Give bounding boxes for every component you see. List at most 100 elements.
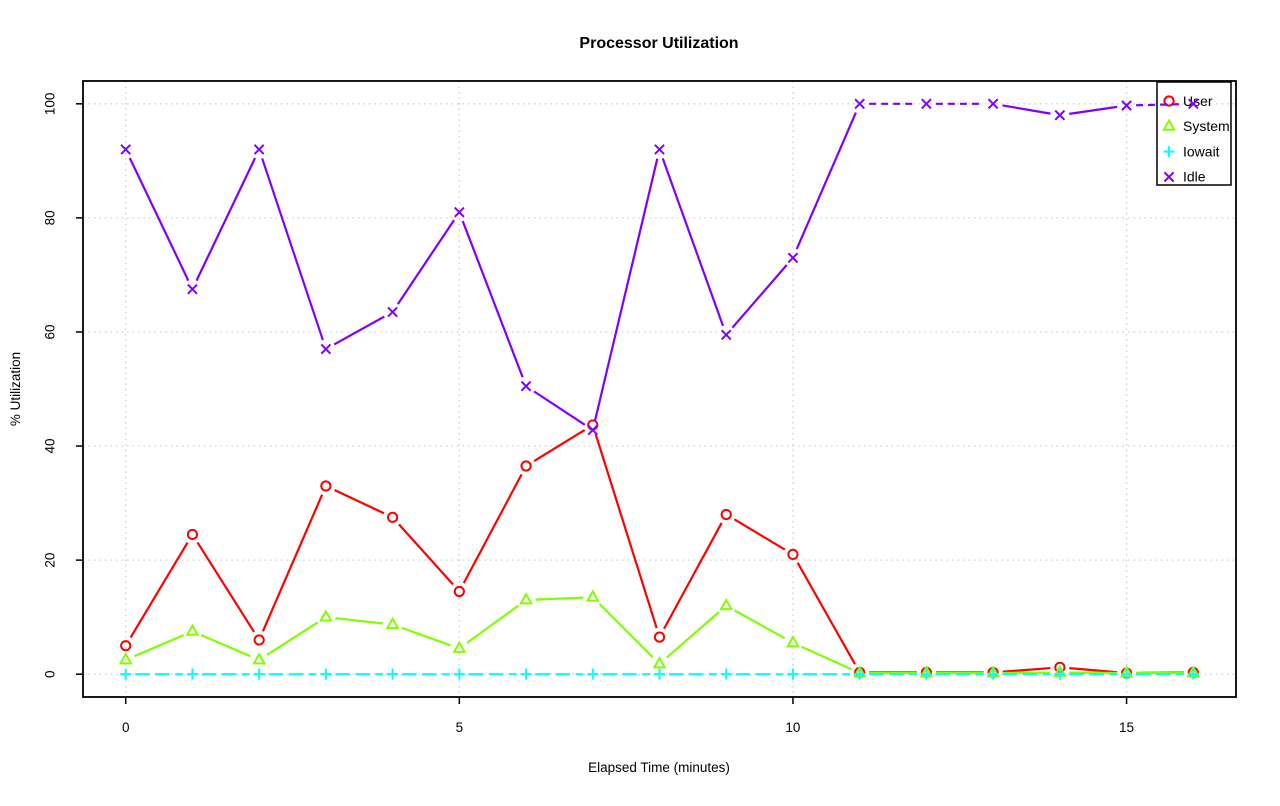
idle-line-segment [197, 158, 256, 281]
idle-line-segment [130, 158, 189, 281]
legend-label-iowait: Iowait [1183, 143, 1220, 159]
system-line-segment [802, 647, 851, 669]
user-line-segment [534, 430, 585, 461]
iowait-marker [654, 669, 665, 680]
idle-line-segment [463, 221, 523, 377]
user-marker [655, 633, 664, 642]
system-marker [654, 658, 664, 667]
legend-marker-idle-icon [1164, 172, 1173, 181]
y-tick-label: 60 [43, 324, 58, 339]
idle-line-segment [1136, 104, 1184, 105]
idle-marker [388, 307, 397, 316]
idle-line-segment [797, 113, 856, 250]
idle-marker [255, 145, 264, 154]
idle-line-segment [663, 158, 723, 325]
user-line-segment [334, 490, 384, 513]
idle-marker [722, 330, 731, 339]
idle-line-segment [334, 317, 384, 345]
idle-line-segment [1069, 107, 1117, 114]
legend-label-user: User [1183, 93, 1213, 109]
chart-title: Processor Utilization [579, 35, 738, 52]
system-line-segment [402, 628, 451, 646]
idle-marker [1055, 111, 1064, 120]
idle-line-segment [732, 265, 786, 328]
gridlines [83, 81, 1236, 697]
idle-line-segment [262, 158, 323, 340]
y-tick-label: 100 [43, 93, 58, 116]
system-marker [187, 626, 197, 635]
user-line-segment [596, 434, 657, 628]
idle-marker [788, 253, 797, 262]
y-tick-label: 40 [43, 439, 58, 454]
system-line-segment [201, 635, 250, 656]
y-tick-label: 80 [43, 210, 58, 225]
legend: User System Iowait Idle [1157, 82, 1231, 185]
system-marker [454, 643, 464, 652]
user-line-segment [664, 523, 722, 629]
iowait-marker [521, 669, 532, 680]
system-marker [721, 600, 731, 609]
series-lines [120, 99, 1199, 679]
iowait-marker [254, 669, 265, 680]
iowait-marker [587, 669, 598, 680]
y-tick-label: 0 [43, 670, 58, 678]
user-line-segment [734, 519, 784, 549]
system-line-segment [536, 598, 584, 600]
user-marker [255, 635, 264, 644]
system-marker [321, 611, 331, 620]
idle-line-segment [534, 391, 585, 424]
user-line-segment [399, 524, 453, 584]
legend-marker-iowait-icon [1164, 146, 1175, 157]
idle-marker [855, 99, 864, 108]
iowait-marker [787, 669, 798, 680]
y-axis-label: % Utilization [8, 352, 23, 426]
iowait-marker [721, 669, 732, 680]
system-line-segment [134, 635, 183, 656]
iowait-marker [454, 669, 465, 680]
idle-marker [188, 285, 197, 294]
idle-marker [922, 99, 931, 108]
system-marker [254, 654, 264, 663]
user-line-segment [464, 474, 522, 583]
system-line-segment [667, 612, 719, 658]
user-line-segment [263, 495, 322, 632]
user-marker [521, 461, 530, 470]
idle-marker [321, 344, 330, 353]
system-line-segment [467, 606, 518, 643]
user-marker [321, 481, 330, 490]
system-line-segment [599, 604, 652, 657]
system-line-segment [267, 622, 318, 655]
idle-marker [588, 425, 597, 434]
idle-line-segment [1002, 105, 1050, 113]
idle-marker [521, 382, 530, 391]
user-line-segment [198, 542, 255, 631]
iowait-marker [320, 669, 331, 680]
user-line-segment [131, 543, 188, 638]
iowait-marker [187, 669, 198, 680]
x-tick-label: 0 [122, 720, 130, 735]
idle-marker [655, 145, 664, 154]
x-tick-label: 5 [456, 720, 464, 735]
idle-line-segment [595, 159, 657, 421]
legend-label-idle: Idle [1183, 169, 1206, 185]
iowait-marker [120, 669, 131, 680]
user-line-segment [1003, 668, 1051, 672]
x-axis-label: Elapsed Time (minutes) [588, 760, 730, 775]
x-tick-label: 15 [1119, 720, 1134, 735]
user-marker [722, 510, 731, 519]
y-tick-label: 20 [43, 553, 58, 568]
iowait-marker [387, 669, 398, 680]
plot-border [83, 81, 1236, 697]
legend-marker-system-icon [1164, 121, 1174, 130]
legend-label-system: System [1183, 118, 1230, 134]
system-marker [588, 591, 598, 600]
system-line-segment [735, 610, 785, 638]
user-marker [388, 513, 397, 522]
system-marker [521, 594, 531, 603]
user-marker [188, 530, 197, 539]
system-line-segment [335, 618, 383, 623]
idle-line-segment [398, 220, 454, 304]
